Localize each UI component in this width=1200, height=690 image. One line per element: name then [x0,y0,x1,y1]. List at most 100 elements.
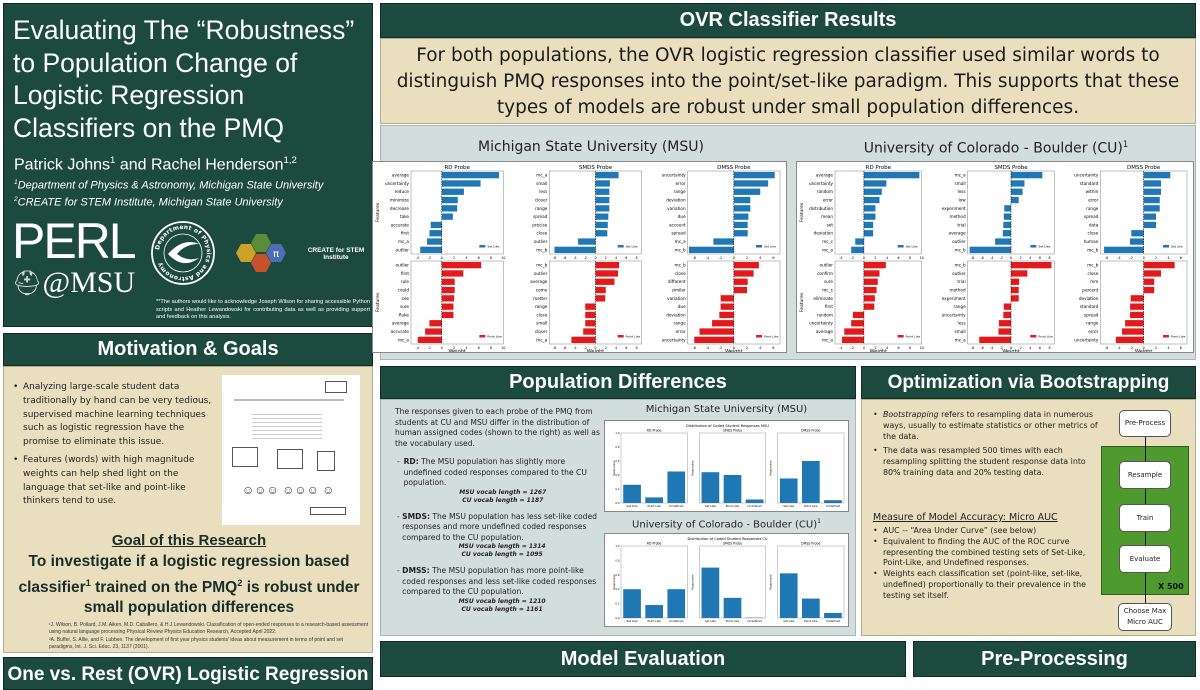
x-tick-label: 8 [635,346,637,350]
y-tick-label: 1.0 [615,544,619,548]
x-tick-label: 2 [605,346,607,350]
feature-label: deviation [814,231,834,236]
weight-bar [1003,312,1011,318]
measure-bullet: Weights each classification set (point-l… [873,569,1098,601]
weight-bar [596,279,615,285]
feature-label: reduce [395,189,410,194]
y-axis-label: Responses [690,574,694,589]
poster-title: Evaluating The “Robustness” to Populatio… [13,14,373,144]
feature-label: outlier [396,247,410,252]
feature-label: mc_a [536,173,547,178]
x-tick-label: 8 [490,256,492,260]
ovr-cu-title-text: University of Colorado - Boulder (CU) [864,141,1123,157]
weight-bar [864,295,875,301]
weight-bar [585,303,595,309]
feature-label: come [536,287,548,292]
feature-label: deviation [666,197,686,202]
feature-label: human [1084,239,1099,244]
x-tick-label: 8 [909,256,911,260]
feature-label: account [669,222,686,227]
category-label: Set Like [783,619,794,623]
legend-swatch [898,245,904,248]
x-axis-label: Weight [1002,349,1019,353]
msu-vocab: MSU vocab length = 1314 [402,543,602,551]
weight-bar [1011,180,1024,186]
weight-bar [734,213,749,219]
x-tick-label: 2 [746,346,748,350]
x-tick-label: 4 [1029,256,1031,260]
feature-label: error [676,181,686,186]
legend-label: Point Like [764,335,779,339]
weight-bar [712,320,734,326]
weight-bar [734,287,747,293]
feature-label: due [678,304,686,309]
weight-bar [864,205,876,211]
distribution-bar [623,589,641,618]
feature-label: decrease [390,206,409,211]
population-item-smds: - SMDS: The MSU population has less set-… [397,512,602,560]
motivation-header: Motivation & Goals [3,333,373,366]
x-tick-label: 6 [1039,346,1041,350]
feature-label: variation [667,206,686,211]
weight-bar [700,328,734,334]
affiliation-2: 2CREATE for STEM Institute, Michigan Sta… [14,196,283,209]
feature-label: low [959,197,967,202]
category-label: Point Like [804,619,818,623]
feature-label: outlier [396,263,410,268]
goal-heading: Goal of this Research [4,532,374,549]
probe-label: DMSS: [402,566,430,575]
legend-label: Set Like [626,245,638,249]
feature-label: first [401,231,410,236]
weight-bar [596,222,608,228]
weight-bar [970,247,1011,253]
feature-label: spread [671,231,686,236]
y-axis-label: Responses [612,460,616,475]
legend-swatch [618,335,624,338]
panel-title: DMSS Probe [717,165,751,171]
feature-label: matter [533,296,548,301]
feature-label: mc_b [675,247,686,252]
weight-bar [1004,205,1011,211]
legend-label: Set Like [906,245,918,249]
feature-label: trial [957,279,965,284]
feature-label: standard [1080,181,1099,186]
legend-label: Set Like [764,245,776,249]
chart-title: Distribution of Coded Student Responses … [686,424,769,428]
model-evaluation-header: Model Evaluation [380,641,906,677]
feature-label: deviation [1079,296,1099,301]
motivation-bullets: Analyzing large-scale student data tradi… [13,381,218,513]
x-tick-label: 0 [441,256,443,260]
weight-bar [734,230,748,236]
feature-label: first [401,271,410,276]
measure-bullet: AUC -- “Area Under Curve” (see below) [873,526,1098,537]
x-tick-label: 2 [453,256,455,260]
svg-text:Department of Physics and Astr: Department of Physics and Astronomy [154,224,212,282]
optimization-header: Optimization via Bootstrapping [861,366,1196,399]
x-axis-label: Weight [725,349,742,353]
weight-bar [1144,205,1160,211]
authors: Patrick Johns1 and Rachel Henderson1,2 [14,155,297,174]
legend-label: Point Like [906,335,921,339]
x-tick-label: -6 [563,346,566,350]
feature-label: percent [1082,287,1098,292]
feature-label: average [392,173,410,178]
x-tick-label: 4 [1167,346,1169,350]
category-label: Set Like [627,619,638,623]
distribution-bar [645,605,663,618]
perl-logo-text: PERL [12,216,137,266]
svg-text:π: π [273,249,279,260]
feature-label: range [535,206,548,211]
weight-bar [1004,303,1011,309]
seal-graphic: Department of Physics and Astronomy [150,220,216,286]
x-tick-label: 6 [1180,256,1182,260]
legend-label: Point Like [487,335,502,339]
feature-label: eliminate [813,296,833,301]
weight-bar [442,312,454,318]
x-tick-label: 4 [615,346,617,350]
acknowledgement: **The authors would like to acknowledge … [156,299,370,322]
flow-evaluate: Evaluate [1119,545,1171,573]
x-tick-label: 6 [625,346,627,350]
x-tick-label: 4 [1167,256,1169,260]
weight-bar [1144,189,1161,195]
panel-title: RD Probe [647,429,662,433]
